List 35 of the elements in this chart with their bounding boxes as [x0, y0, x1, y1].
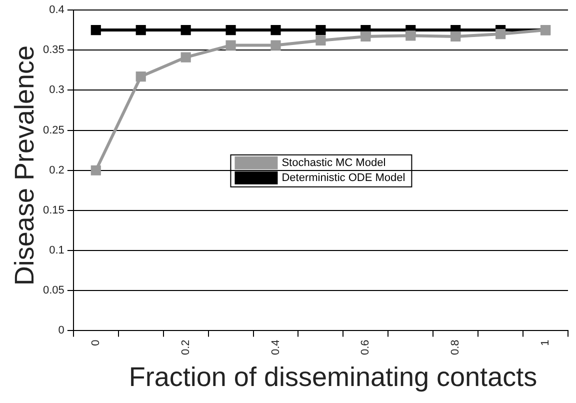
- x-tick-label: 0.4: [270, 340, 282, 356]
- point: [226, 40, 236, 50]
- y-tick-label: 0.1: [49, 244, 64, 257]
- y-tick-label: 0.3: [49, 84, 64, 96]
- y-tick-label: 0.35: [42, 44, 64, 56]
- x-tick-label: 0.8: [450, 340, 462, 356]
- point: [360, 31, 371, 42]
- point: [270, 25, 281, 36]
- x-tick-label: 0.2: [180, 340, 192, 356]
- y-tick-label: 0.4: [49, 4, 64, 16]
- point: [136, 72, 146, 82]
- point: [180, 52, 191, 62]
- point: [90, 165, 101, 176]
- legend-label: Stochastic MC Model: [282, 156, 386, 169]
- point: [316, 25, 326, 36]
- y-tick-label: 0.2: [49, 164, 64, 176]
- x-tick-label: 0.6: [360, 340, 372, 356]
- point: [406, 30, 416, 41]
- x-tick-label: 0: [90, 340, 102, 346]
- x-tick-label: 1: [540, 340, 552, 346]
- point: [136, 25, 146, 36]
- legend-label: Deterministic ODE Model: [282, 172, 406, 184]
- y-tick-label: 0.05: [42, 284, 64, 297]
- point: [270, 40, 281, 50]
- point: [90, 25, 101, 36]
- y-axis-title: Disease Prevalence: [10, 44, 40, 288]
- point: [316, 35, 326, 46]
- y-tick-label: 0.25: [42, 124, 64, 136]
- y-tick-label: 0: [58, 324, 64, 337]
- point: [496, 29, 506, 40]
- point: [226, 25, 236, 36]
- x-axis-title: Fraction of disseminating contacts: [128, 362, 538, 393]
- point: [450, 31, 461, 42]
- point: [180, 25, 191, 36]
- y-tick-label: 0.15: [42, 204, 64, 216]
